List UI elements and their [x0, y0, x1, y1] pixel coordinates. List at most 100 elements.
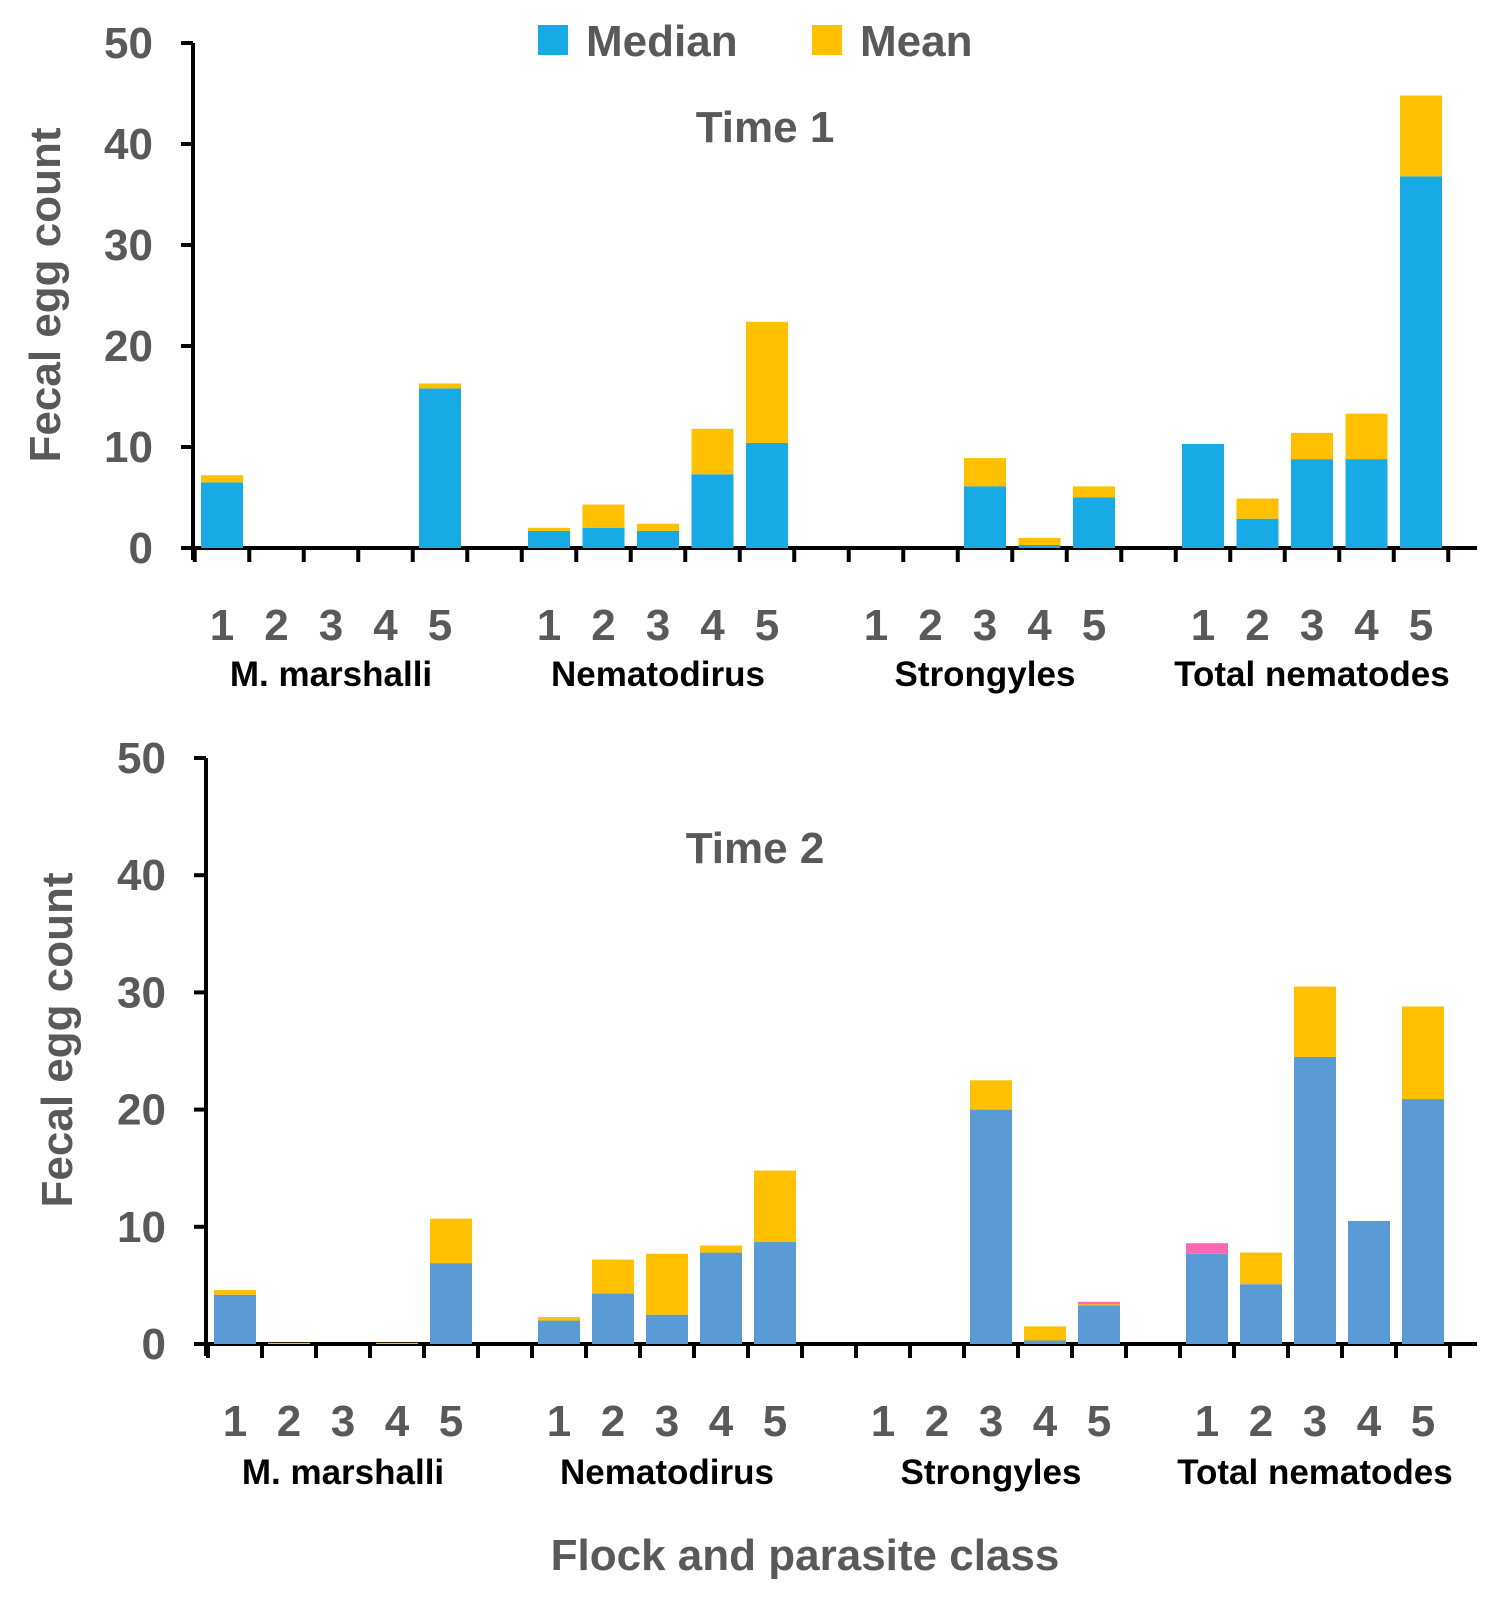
x-category-label: 1 — [547, 1397, 571, 1446]
bar-median-segment — [970, 1109, 1012, 1344]
bar-mean-segment — [1345, 413, 1388, 460]
bar-median-segment — [1186, 1253, 1228, 1344]
y-tick-label: 20 — [104, 322, 153, 371]
legend: Median Mean — [538, 17, 972, 66]
bar-median-segment — [1402, 1099, 1444, 1344]
x-category-label: 5 — [428, 601, 452, 650]
bar-median-segment — [528, 530, 570, 548]
x-category-label: 1 — [871, 1397, 895, 1446]
x-category-label: 2 — [264, 601, 288, 650]
x-category-label: 5 — [1087, 1397, 1111, 1446]
bar-median-segment — [1400, 176, 1442, 548]
bar-mean-segment — [376, 1342, 418, 1344]
x-category-label: 5 — [763, 1397, 787, 1446]
x-category-label: 4 — [709, 1397, 734, 1446]
x-axis-title: Flock and parasite class — [551, 1531, 1060, 1580]
bar-median-segment — [691, 474, 734, 548]
x-category-label: 2 — [1245, 601, 1269, 650]
y-axis-title: Fecal egg count — [33, 872, 82, 1207]
bar-median-segment — [964, 486, 1006, 548]
x-group-label: Strongyles — [901, 1453, 1082, 1492]
bar-mean-segment — [1294, 986, 1336, 1057]
bar-median-segment — [1024, 1340, 1066, 1344]
bar-median-segment — [1182, 443, 1224, 548]
bar-median-segment — [214, 1294, 256, 1344]
panel-title: Time 1 — [696, 103, 835, 152]
bar-extra-segment — [1186, 1243, 1228, 1254]
x-group-label: Strongyles — [895, 655, 1076, 694]
bar-median-segment — [430, 1263, 472, 1344]
x-category-label: 3 — [319, 601, 343, 650]
x-category-label: 4 — [1354, 601, 1379, 650]
bar-median-segment — [1078, 1305, 1120, 1344]
bar-median-segment — [637, 530, 679, 548]
x-category-label: 1 — [1195, 1397, 1219, 1446]
bar-median-segment — [538, 1320, 580, 1344]
legend-swatch-median — [538, 25, 568, 55]
x-category-label: 1 — [223, 1397, 247, 1446]
x-category-label: 1 — [537, 601, 561, 650]
bar-mean-segment — [970, 1080, 1012, 1110]
x-group-label: M. marshalli — [230, 655, 432, 694]
bar-mean-segment — [746, 321, 788, 443]
legend-swatch-mean — [812, 25, 842, 55]
legend-label-mean: Mean — [860, 17, 972, 66]
bar-median-segment — [1291, 459, 1333, 548]
y-tick-label: 30 — [104, 221, 153, 270]
bar-mean-segment — [528, 527, 570, 531]
x-category-label: 2 — [601, 1397, 625, 1446]
bar-mean-segment — [1291, 432, 1333, 460]
x-category-label: 2 — [918, 601, 942, 650]
y-tick-label: 0 — [129, 524, 153, 573]
bar-median-segment — [1236, 518, 1279, 548]
bar-median-segment — [700, 1252, 742, 1344]
x-category-label: 5 — [1411, 1397, 1435, 1446]
bar-mean-segment — [1024, 1326, 1066, 1341]
x-category-label: 1 — [210, 601, 234, 650]
x-group-label: Nematodirus — [551, 655, 765, 694]
bar-mean-segment — [1400, 95, 1442, 177]
x-category-label: 3 — [331, 1397, 355, 1446]
x-category-label: 4 — [1027, 601, 1052, 650]
legend-label-median: Median — [586, 17, 738, 66]
x-category-label: 3 — [973, 601, 997, 650]
x-category-label: 5 — [755, 601, 779, 650]
y-tick-label: 40 — [117, 851, 166, 900]
y-tick-label: 20 — [117, 1086, 166, 1135]
x-group-label: M. marshalli — [242, 1453, 444, 1492]
bar-mean-segment — [1073, 486, 1115, 498]
bar-median-segment — [1345, 459, 1388, 548]
bar-mean-segment — [419, 383, 461, 389]
bar-median-segment — [746, 442, 788, 548]
x-category-label: 1 — [1191, 601, 1215, 650]
x-category-label: 3 — [979, 1397, 1003, 1446]
y-tick-label: 30 — [117, 968, 166, 1017]
bar-extra-segment — [1078, 1301, 1120, 1305]
bar-median-segment — [1348, 1220, 1390, 1344]
bar-mean-segment — [1078, 1304, 1120, 1306]
x-category-label: 3 — [1300, 601, 1324, 650]
panel-title: Time 2 — [686, 824, 825, 873]
x-category-label: 4 — [1033, 1397, 1058, 1446]
bar-mean-segment — [1240, 1252, 1282, 1285]
y-tick-label: 0 — [142, 1320, 166, 1369]
x-group-label: Total nematodes — [1177, 1453, 1453, 1492]
y-tick-label: 40 — [104, 120, 153, 169]
y-tick-label: 50 — [104, 19, 153, 68]
bar-mean-segment — [700, 1245, 742, 1253]
bar-mean-segment — [637, 523, 679, 531]
bar-mean-segment — [538, 1317, 580, 1321]
bar-mean-segment — [1236, 498, 1279, 519]
x-group-label: Nematodirus — [560, 1453, 774, 1492]
bar-median-segment — [1018, 544, 1061, 548]
bar-mean-segment — [646, 1253, 688, 1315]
x-category-label: 2 — [925, 1397, 949, 1446]
x-category-label: 2 — [1249, 1397, 1273, 1446]
x-category-label: 3 — [1303, 1397, 1327, 1446]
x-category-label: 2 — [277, 1397, 301, 1446]
x-category-label: 5 — [439, 1397, 463, 1446]
x-category-label: 2 — [591, 601, 615, 650]
bar-median-segment — [646, 1314, 688, 1344]
x-category-label: 4 — [373, 601, 398, 650]
